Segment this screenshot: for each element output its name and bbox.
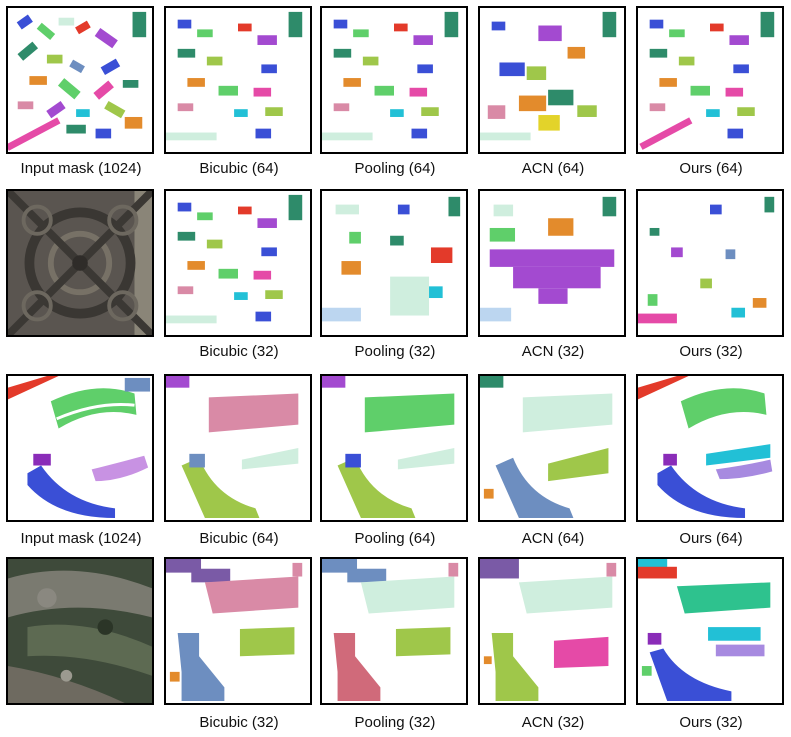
caption: Ours (64) — [679, 160, 743, 177]
caption: Input mask (1024) — [20, 530, 142, 547]
input-mask-tile — [6, 374, 154, 522]
caption: Pooling (64) — [354, 530, 436, 547]
caption: Input mask (1024) — [20, 160, 142, 177]
bicubic-32-tile — [164, 557, 312, 705]
acn-32-tile — [478, 557, 626, 705]
bicubic-32-tile — [164, 189, 312, 337]
pooling-64-tile — [320, 374, 468, 522]
caption: Pooling (32) — [354, 343, 436, 360]
caption: ACN (32) — [521, 714, 585, 731]
ours-64-tile — [636, 374, 784, 522]
caption: Bicubic (64) — [199, 530, 279, 547]
caption: Bicubic (64) — [199, 160, 279, 177]
pooling-64-tile — [320, 6, 468, 154]
bicubic-64-tile — [164, 6, 312, 154]
caption: Ours (64) — [679, 530, 743, 547]
bicubic-64-tile — [164, 374, 312, 522]
acn-64-tile — [478, 6, 626, 154]
caption: Pooling (32) — [354, 714, 436, 731]
aerial-photo-tile — [6, 189, 154, 337]
pooling-32-tile — [320, 189, 468, 337]
aerial-photo-tile — [6, 557, 154, 705]
ours-32-tile — [636, 189, 784, 337]
caption: ACN (64) — [521, 530, 585, 547]
ours-32-tile — [636, 557, 784, 705]
caption: Ours (32) — [679, 714, 743, 731]
ours-64-tile — [636, 6, 784, 154]
pooling-32-tile — [320, 557, 468, 705]
caption: Bicubic (32) — [199, 714, 279, 731]
caption: Bicubic (32) — [199, 343, 279, 360]
caption: Pooling (64) — [354, 160, 436, 177]
caption: ACN (64) — [521, 160, 585, 177]
caption: ACN (32) — [521, 343, 585, 360]
acn-32-tile — [478, 189, 626, 337]
acn-64-tile — [478, 374, 626, 522]
input-mask-tile — [6, 6, 154, 154]
caption: Ours (32) — [679, 343, 743, 360]
